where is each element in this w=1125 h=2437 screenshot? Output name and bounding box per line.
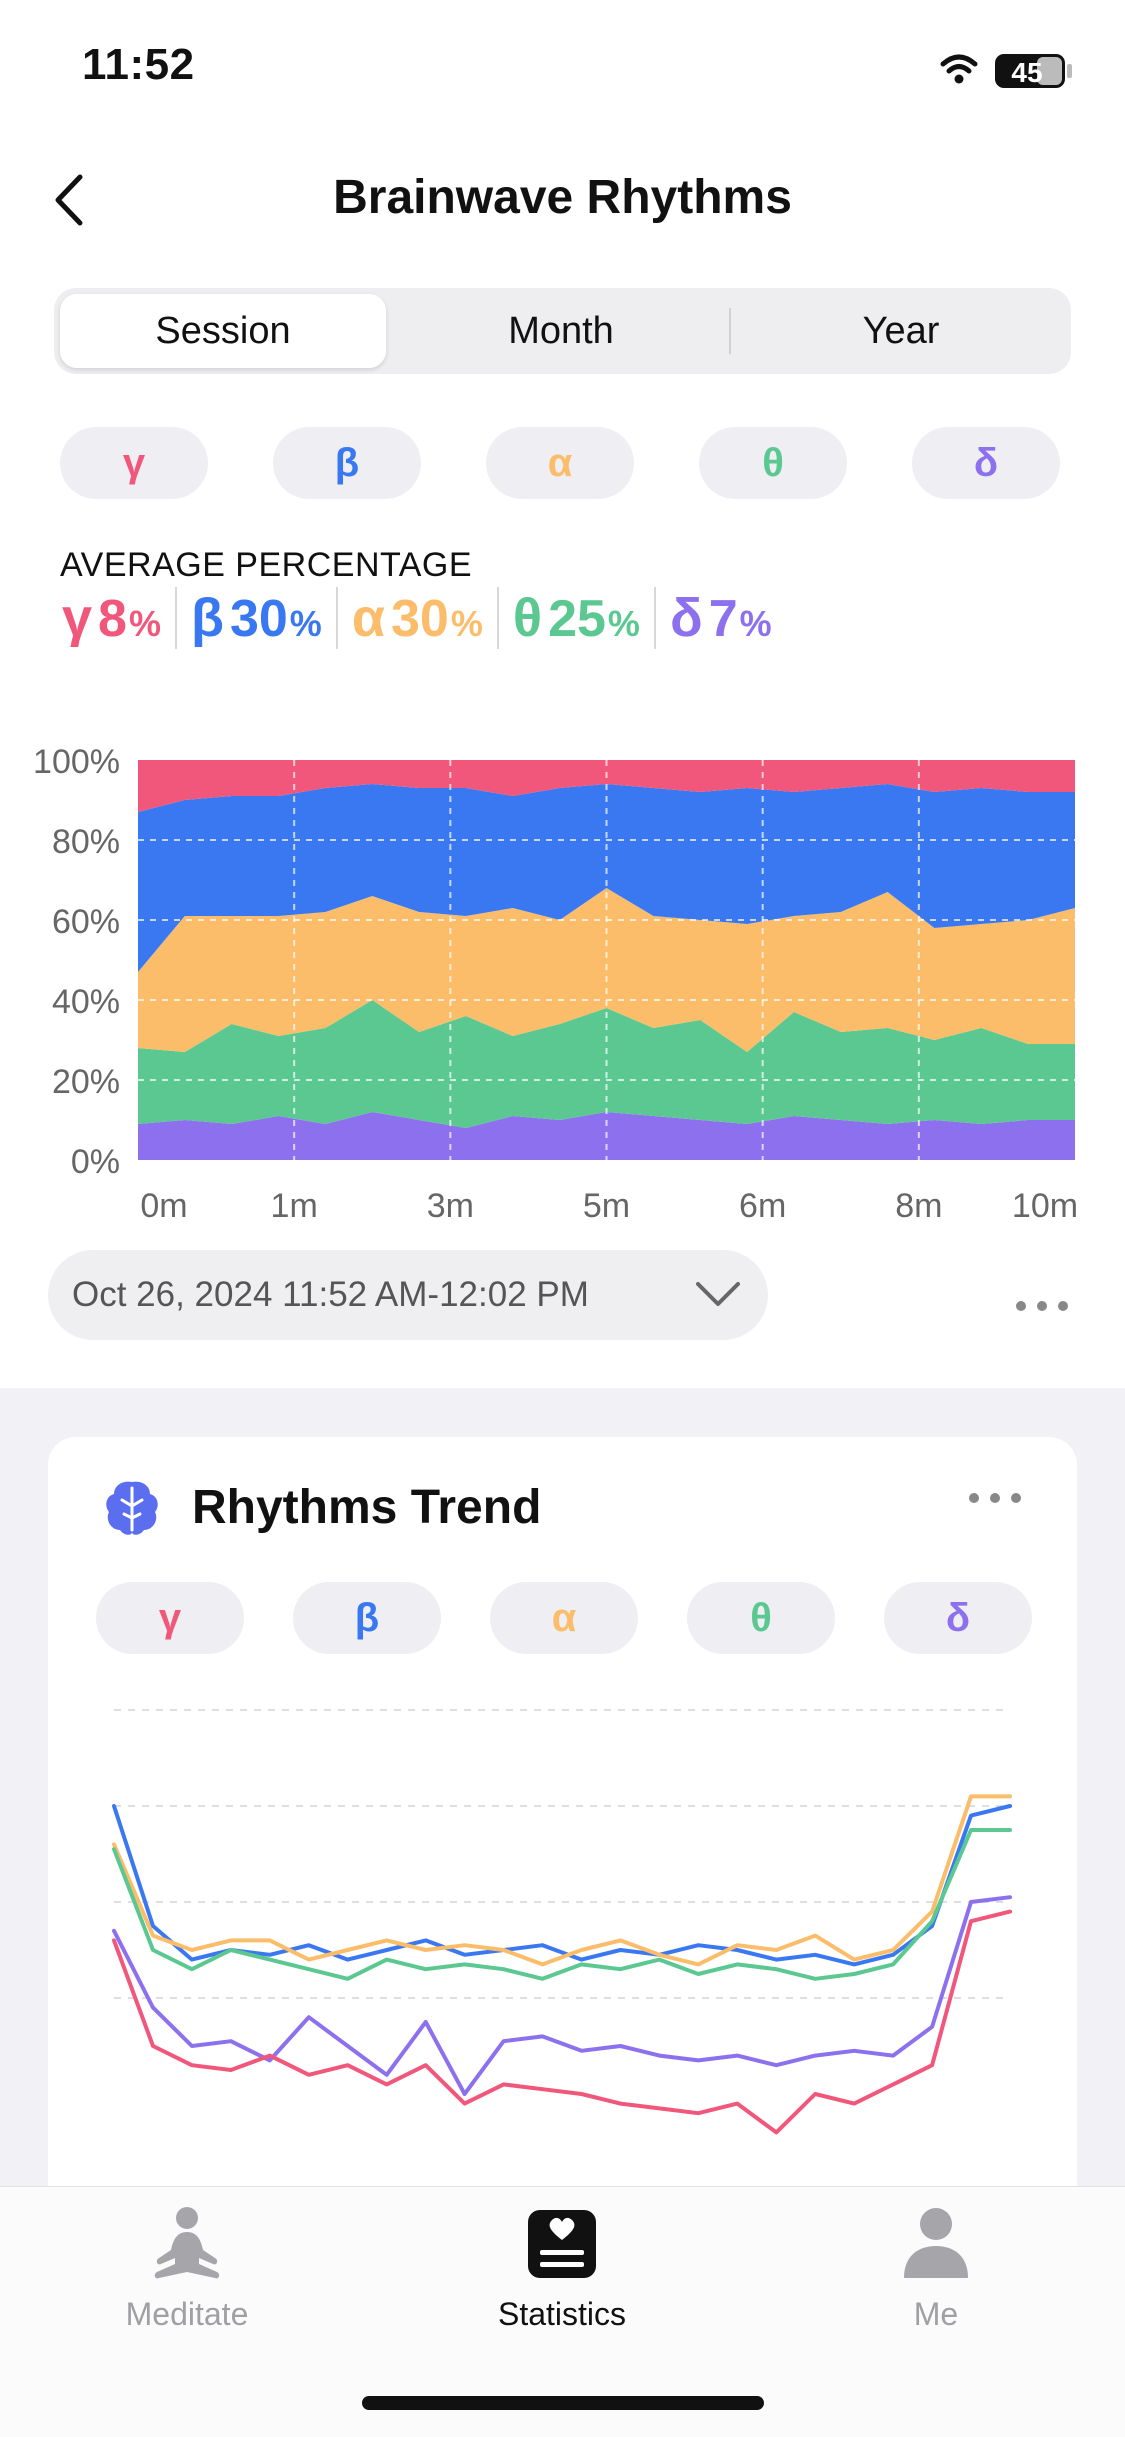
y-tick-label: 100% <box>33 743 120 781</box>
avg-value: 30 <box>229 590 288 648</box>
session-date-select[interactable]: Oct 26, 2024 11:52 AM-12:02 PM <box>48 1250 768 1340</box>
card-title: Rhythms Trend <box>192 1481 542 1534</box>
y-tick-label: 80% <box>52 823 120 861</box>
avg-symbol: δ <box>669 588 703 648</box>
avg-unit: % <box>289 603 322 644</box>
tab-me[interactable]: Me <box>826 2204 1046 2334</box>
x-tick-label: 1m <box>271 1187 318 1220</box>
avg-value: 8 <box>98 590 127 648</box>
trend-pill-gamma[interactable]: γ <box>96 1582 244 1654</box>
segment-month[interactable]: Month <box>508 309 614 352</box>
avg-unit: % <box>739 603 772 644</box>
trend-pill-theta[interactable]: θ <box>687 1582 835 1654</box>
y-tick-label: 0% <box>71 1143 120 1181</box>
area-series-3 <box>138 784 1075 972</box>
status-time: 11:52 <box>82 40 195 89</box>
filter-pill-theta[interactable]: θ <box>699 427 847 499</box>
avg-theta: θ 25 % <box>513 587 656 649</box>
filter-pill-delta[interactable]: δ <box>912 427 1060 499</box>
y-tick-label: 20% <box>52 1063 120 1101</box>
x-tick-label: 3m <box>427 1187 474 1220</box>
segment-year[interactable]: Year <box>862 309 940 352</box>
tab-statistics[interactable]: Statistics <box>452 2204 672 2334</box>
average-percentage-row: γ 8 % β 30 % α 30 % θ 25 % δ 7 % <box>62 587 800 649</box>
avg-gamma: γ 8 % <box>62 587 177 649</box>
brain-icon <box>106 1481 158 1535</box>
trend-line-2 <box>112 1828 1012 1981</box>
battery-icon: 45 <box>995 54 1072 88</box>
segment-session[interactable]: Session <box>60 294 386 368</box>
card-more-options-icon[interactable] <box>968 1492 1022 1504</box>
avg-symbol: α <box>351 588 386 648</box>
tab-label: Statistics <box>497 2296 627 2332</box>
brainwave-area-chart: 100% 80% 60% 40% 20% 0% 0m 1m 3m 5m 6m 8m 10m <box>33 743 1078 1220</box>
page-title: Brainwave Rhythms <box>333 171 792 224</box>
battery-level: 45 <box>1011 57 1042 88</box>
wifi-icon <box>940 54 978 84</box>
tab-label: Me <box>913 2296 959 2332</box>
x-tick-label: 6m <box>739 1187 786 1220</box>
filter-pill-alpha[interactable]: α <box>486 427 634 499</box>
x-tick-label: 10m <box>1012 1187 1078 1220</box>
x-tick-label: 8m <box>895 1187 942 1220</box>
trend-pill-alpha[interactable]: α <box>490 1582 638 1654</box>
session-date-value: Oct 26, 2024 11:52 AM-12:02 PM <box>72 1275 589 1314</box>
filter-pill-beta[interactable]: β <box>273 427 421 499</box>
avg-value: 7 <box>708 590 738 648</box>
trend-pill-beta[interactable]: β <box>293 1582 441 1654</box>
filter-pill-gamma[interactable]: γ <box>60 427 208 499</box>
meditate-icon <box>154 2207 220 2279</box>
back-chevron-icon[interactable] <box>46 165 96 235</box>
avg-unit: % <box>450 603 483 644</box>
segment-divider <box>729 308 731 354</box>
avg-symbol: γ <box>62 588 93 648</box>
average-percentage-label: AVERAGE PERCENTAGE <box>60 546 473 584</box>
y-tick-label: 40% <box>52 983 120 1021</box>
more-options-icon[interactable] <box>1015 1300 1069 1312</box>
trend-pill-delta[interactable]: δ <box>884 1582 1032 1654</box>
period-segmented-control: Session Month Year <box>54 288 1071 374</box>
person-icon <box>904 2208 968 2278</box>
trend-line-1 <box>112 1794 1012 1967</box>
rhythms-trend-chart <box>112 1709 1012 2135</box>
y-tick-label: 60% <box>52 903 120 941</box>
avg-unit: % <box>128 603 161 644</box>
avg-value: 30 <box>391 590 449 648</box>
avg-unit: % <box>607 603 640 644</box>
tab-label: Meditate <box>125 2296 249 2332</box>
avg-beta: β 30 % <box>191 587 338 649</box>
avg-symbol: β <box>190 588 224 648</box>
area-series-4 <box>138 760 1075 812</box>
avg-delta: δ 7 % <box>670 587 786 649</box>
status-icons: 45 <box>940 54 1072 88</box>
chevron-down-icon <box>696 1282 740 1306</box>
tab-meditate[interactable]: Meditate <box>77 2204 297 2334</box>
avg-alpha: α 30 % <box>352 587 499 649</box>
x-tick-label: 5m <box>583 1187 630 1220</box>
avg-symbol: θ <box>512 588 543 648</box>
home-indicator <box>362 2396 764 2410</box>
avg-value: 25 <box>548 590 606 648</box>
trend-line-4 <box>112 1909 1012 2135</box>
statistics-icon <box>528 2210 596 2278</box>
trend-line-0 <box>112 1804 1012 1967</box>
x-tick-label: 0m <box>140 1187 187 1220</box>
